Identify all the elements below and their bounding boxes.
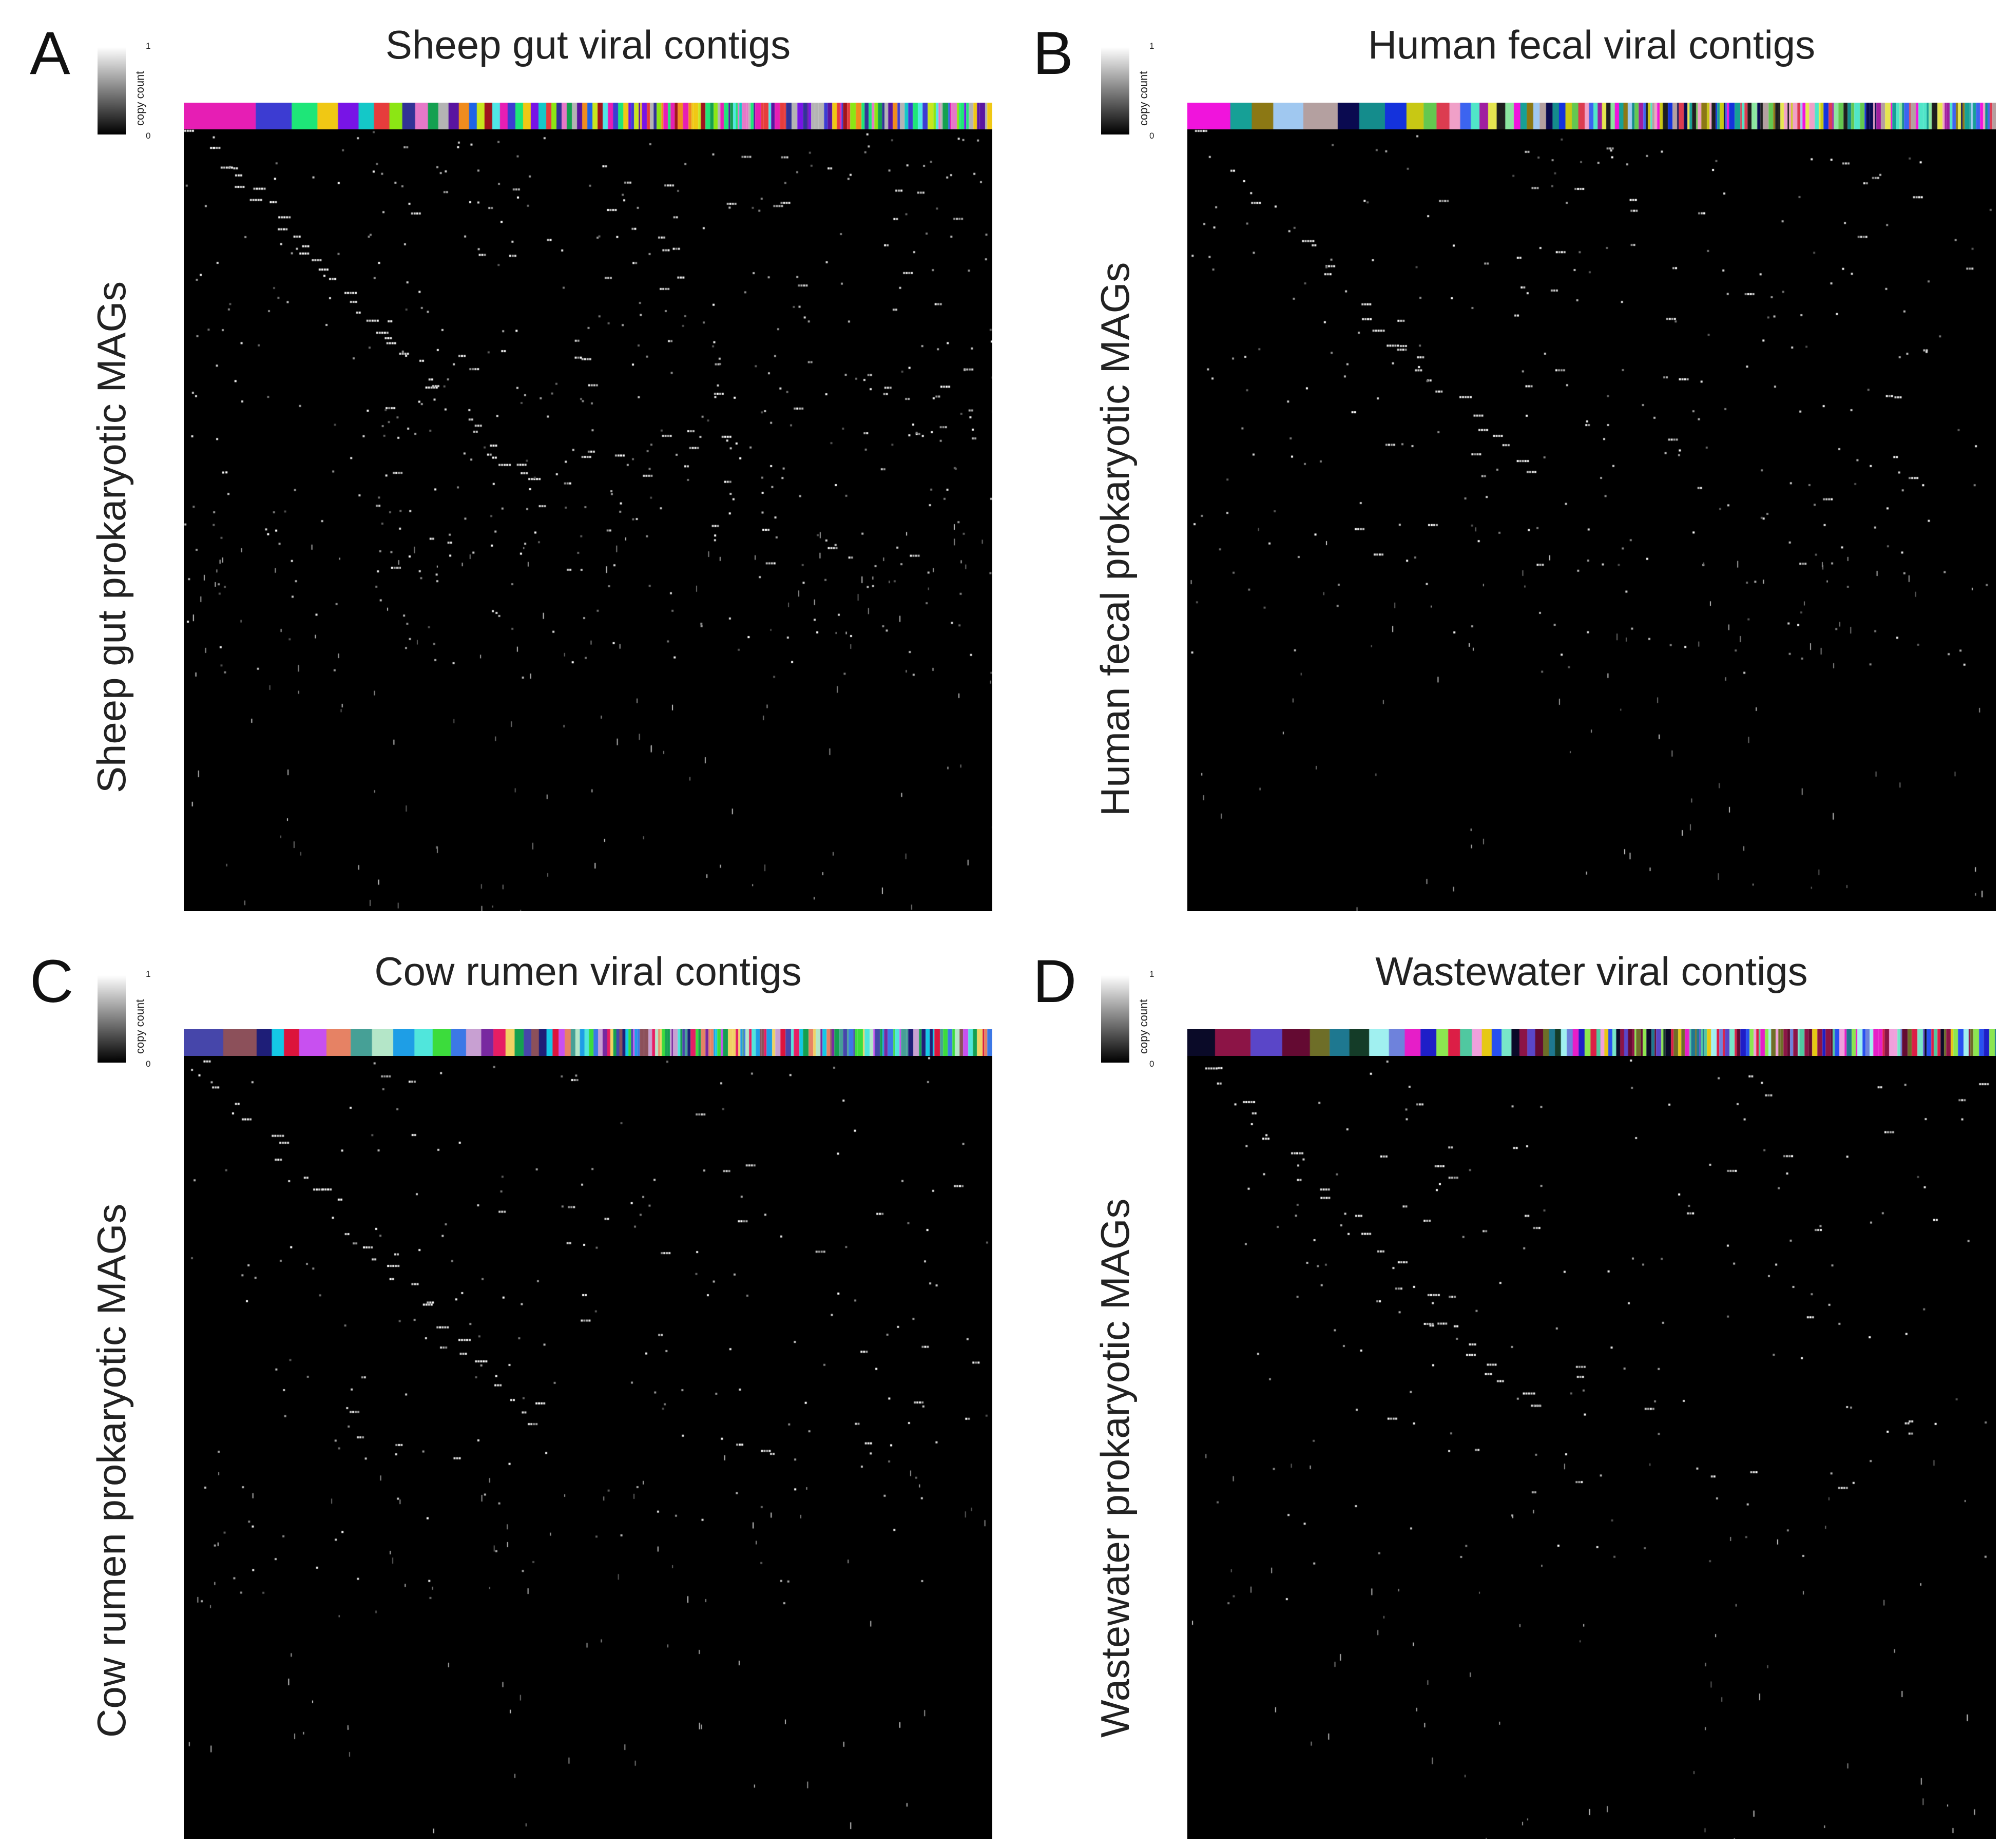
y-axis-label: Sheep gut prokaryotic MAGs — [89, 281, 134, 793]
chart-title: Human fecal viral contigs — [1368, 22, 1816, 67]
colorbar-max-label: 1 — [1149, 969, 1154, 979]
y-axis-label: Wastewater prokaryotic MAGs — [1092, 1198, 1138, 1738]
colorbar-max-label: 1 — [146, 969, 151, 979]
colorbar-max-label: 1 — [1149, 41, 1154, 51]
taxonomy-color-strip — [184, 103, 992, 129]
colorbar — [1101, 47, 1129, 134]
colorbar-max-label: 1 — [146, 41, 151, 51]
chart-title: Sheep gut viral contigs — [385, 22, 791, 67]
colorbar-label: copy count — [1137, 71, 1150, 126]
y-axis-label: Human fecal prokaryotic MAGs — [1092, 262, 1138, 816]
colorbar-label: copy count — [133, 999, 146, 1054]
colorbar-label: copy count — [133, 71, 146, 126]
colorbar-min-label: 0 — [146, 131, 151, 141]
colorbar-min-label: 0 — [1149, 131, 1154, 141]
colorbar-min-label: 0 — [1149, 1059, 1154, 1069]
panel-letter: A — [30, 20, 70, 87]
taxonomy-color-strip — [1187, 103, 1996, 129]
y-axis-label: Cow rumen prokaryotic MAGs — [89, 1203, 134, 1738]
heatmap-grid — [1187, 1056, 1996, 1839]
colorbar — [98, 47, 126, 134]
heatmap-grid — [184, 1056, 992, 1839]
heatmap-grid — [184, 129, 992, 911]
colorbar — [1101, 975, 1129, 1063]
taxonomy-color-strip — [184, 1029, 992, 1056]
chart-title: Cow rumen viral contigs — [374, 949, 802, 994]
chart-title: Wastewater viral contigs — [1375, 949, 1808, 994]
colorbar-label: copy count — [1137, 999, 1150, 1054]
panel-letter: B — [1033, 20, 1073, 87]
heatmap-grid — [1187, 129, 1996, 911]
panel-letter: D — [1033, 948, 1077, 1015]
colorbar-min-label: 0 — [146, 1059, 151, 1069]
taxonomy-color-strip — [1187, 1029, 1996, 1056]
colorbar — [98, 975, 126, 1063]
panel-letter: C — [30, 948, 74, 1015]
